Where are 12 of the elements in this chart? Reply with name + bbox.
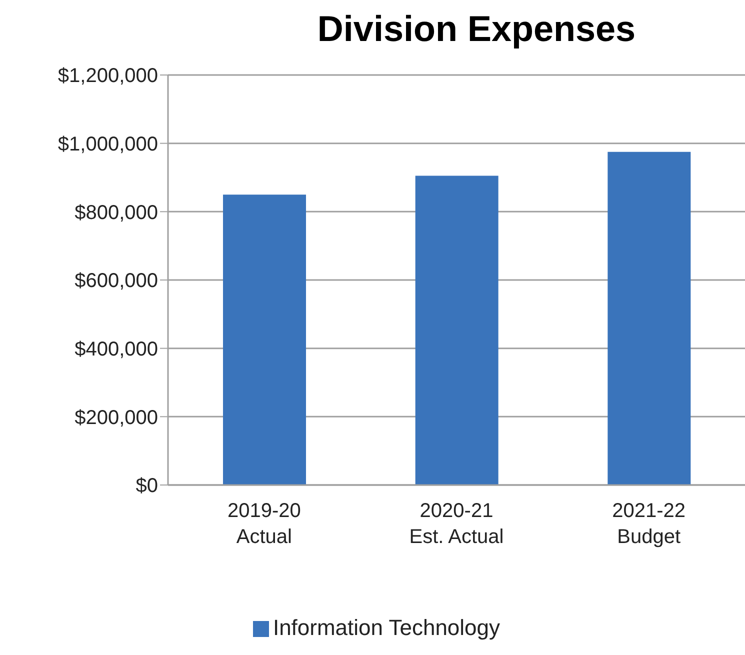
chart-title: Division Expenses [316,8,637,51]
x-tick-label: 2021-22 Budget [612,500,686,548]
legend-label: Information Technology [272,615,500,640]
y-tick-label: $0 [136,475,158,498]
y-tick-label: $800,000 [74,202,158,224]
y-tick-label: $400,000 [74,338,158,360]
y-tick-label: $1,200,000 [58,65,158,88]
y-tick-label: $1,000,000 [58,133,158,156]
x-tick-label: 2020-21 Est. Actual [409,500,504,548]
x-tick-label: 2019-20 Actual [227,500,301,548]
y-tick-label: $200,000 [74,406,158,429]
y-tick-label: $600,000 [74,270,158,292]
